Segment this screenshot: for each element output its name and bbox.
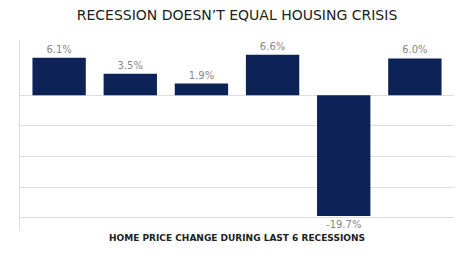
svg-text:RECESSION DOESN’T EQUAL HOUSIN: RECESSION DOESN’T EQUAL HOUSING CRISIS: [77, 7, 398, 23]
svg-text:1.9%: 1.9%: [189, 70, 214, 81]
svg-text:HOME PRICE CHANGE DURING LAST: HOME PRICE CHANGE DURING LAST 6 RECESSIO…: [109, 233, 365, 243]
svg-text:6.0%: 6.0%: [402, 44, 427, 55]
svg-text:6.6%: 6.6%: [260, 41, 285, 52]
svg-text:-19.7%: -19.7%: [326, 219, 361, 230]
svg-text:3.5%: 3.5%: [118, 60, 143, 71]
svg-text:6.1%: 6.1%: [46, 44, 71, 55]
